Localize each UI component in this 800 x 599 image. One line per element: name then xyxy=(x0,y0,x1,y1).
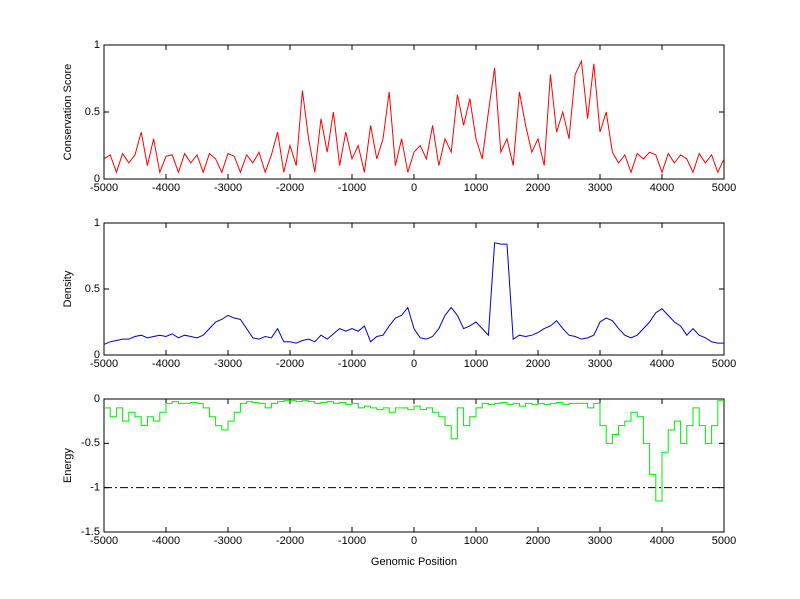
x-tick-label: 5000 xyxy=(712,182,736,194)
y-tick-label: 0 xyxy=(94,393,100,405)
x-tick-label: 4000 xyxy=(650,535,674,547)
x-tick-label: -1000 xyxy=(338,182,366,194)
x-tick-label: 2000 xyxy=(526,358,550,370)
x-tick-label: -2000 xyxy=(276,358,304,370)
y-tick-label: 1 xyxy=(94,39,100,51)
x-tick-label: -3000 xyxy=(214,535,242,547)
x-tick-label: -1000 xyxy=(338,358,366,370)
x-tick-label: 3000 xyxy=(588,535,612,547)
x-tick-label: 3000 xyxy=(588,358,612,370)
x-tick-label: 2000 xyxy=(526,535,550,547)
y-axis-label: Energy xyxy=(62,448,74,483)
data-line xyxy=(104,400,724,502)
y-tick-label: -1.5 xyxy=(81,526,100,538)
x-tick-label: -5000 xyxy=(90,182,118,194)
x-tick-label: 0 xyxy=(411,535,417,547)
x-tick-label: 1000 xyxy=(464,182,488,194)
data-line xyxy=(103,242,724,345)
x-tick-label: 0 xyxy=(411,358,417,370)
x-tick-label: -5000 xyxy=(90,535,118,547)
x-tick-label: -5000 xyxy=(90,358,118,370)
y-axis-label: Conservation Score xyxy=(62,64,74,161)
axes-frame xyxy=(103,398,725,533)
y-axis-label: Density xyxy=(62,270,74,307)
x-tick-label: -3000 xyxy=(214,358,242,370)
y-tick-label: 0 xyxy=(94,349,100,361)
x-tick-label: 1000 xyxy=(464,358,488,370)
y-tick-label: 0.5 xyxy=(85,283,100,295)
y-tick-label: 0.5 xyxy=(85,106,100,118)
y-tick-label: -1 xyxy=(90,482,100,494)
x-tick-label: 5000 xyxy=(712,535,736,547)
x-tick-label: 1000 xyxy=(464,535,488,547)
x-tick-label: -3000 xyxy=(214,182,242,194)
x-axis-label: Genomic Position xyxy=(371,556,457,568)
x-tick-label: -4000 xyxy=(152,182,180,194)
x-tick-label: -1000 xyxy=(338,535,366,547)
axes-frame xyxy=(103,44,725,180)
x-tick-label: 4000 xyxy=(650,358,674,370)
x-tick-label: -2000 xyxy=(276,182,304,194)
x-tick-label: -4000 xyxy=(152,535,180,547)
x-tick-label: 2000 xyxy=(526,182,550,194)
x-tick-label: -2000 xyxy=(276,535,304,547)
axes-frame xyxy=(103,222,725,356)
x-tick-label: -4000 xyxy=(152,358,180,370)
y-tick-label: -0.5 xyxy=(81,437,100,449)
data-line xyxy=(103,59,725,175)
x-tick-label: 0 xyxy=(411,182,417,194)
y-tick-label: 0 xyxy=(94,173,100,185)
x-tick-label: 5000 xyxy=(712,358,736,370)
y-tick-label: 1 xyxy=(94,217,100,229)
x-tick-label: 3000 xyxy=(588,182,612,194)
x-tick-label: 4000 xyxy=(650,182,674,194)
